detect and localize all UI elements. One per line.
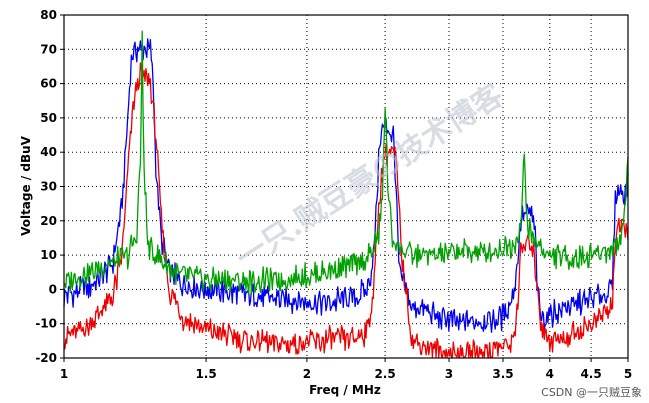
y-tick-label: 40 <box>40 145 57 159</box>
x-tick-label: 2.5 <box>374 367 395 381</box>
y-tick-label: 60 <box>40 77 57 91</box>
x-tick-label: 5 <box>624 367 632 381</box>
y-tick-label: 20 <box>40 214 57 228</box>
series-line-2 <box>63 62 629 358</box>
y-tick-label: 0 <box>49 282 57 296</box>
series-line-3 <box>63 30 629 296</box>
y-tick-label: -10 <box>35 317 57 331</box>
y-tick-label: -20 <box>35 351 57 365</box>
tick-layer: 1 1.5 2 2.5 3 3.5 4 4.5 5 -20 -10 0 10 20 30 40 50 60 70 80 <box>35 8 632 381</box>
x-tick-label: 2 <box>303 367 311 381</box>
series-layer <box>63 30 629 358</box>
y-tick-label: 50 <box>40 111 57 125</box>
x-tick-label: 4.5 <box>580 367 601 381</box>
x-tick-label: 3.5 <box>492 367 513 381</box>
x-axis-title: Freq / MHz <box>309 383 381 397</box>
x-tick-label: 1 <box>60 367 68 381</box>
y-tick-label: 10 <box>40 248 57 262</box>
y-tick-label: 70 <box>40 42 57 56</box>
credit-text: CSDN @一只贼豆象 <box>541 385 642 399</box>
x-tick-label: 4 <box>546 367 554 381</box>
x-tick-label: 1.5 <box>195 367 216 381</box>
y-axis-title: Voltage / dBuV <box>19 135 33 236</box>
series-line-1 <box>63 38 629 333</box>
y-tick-label: 80 <box>40 8 57 22</box>
x-tick-label: 3 <box>445 367 453 381</box>
y-tick-label: 30 <box>40 180 57 194</box>
